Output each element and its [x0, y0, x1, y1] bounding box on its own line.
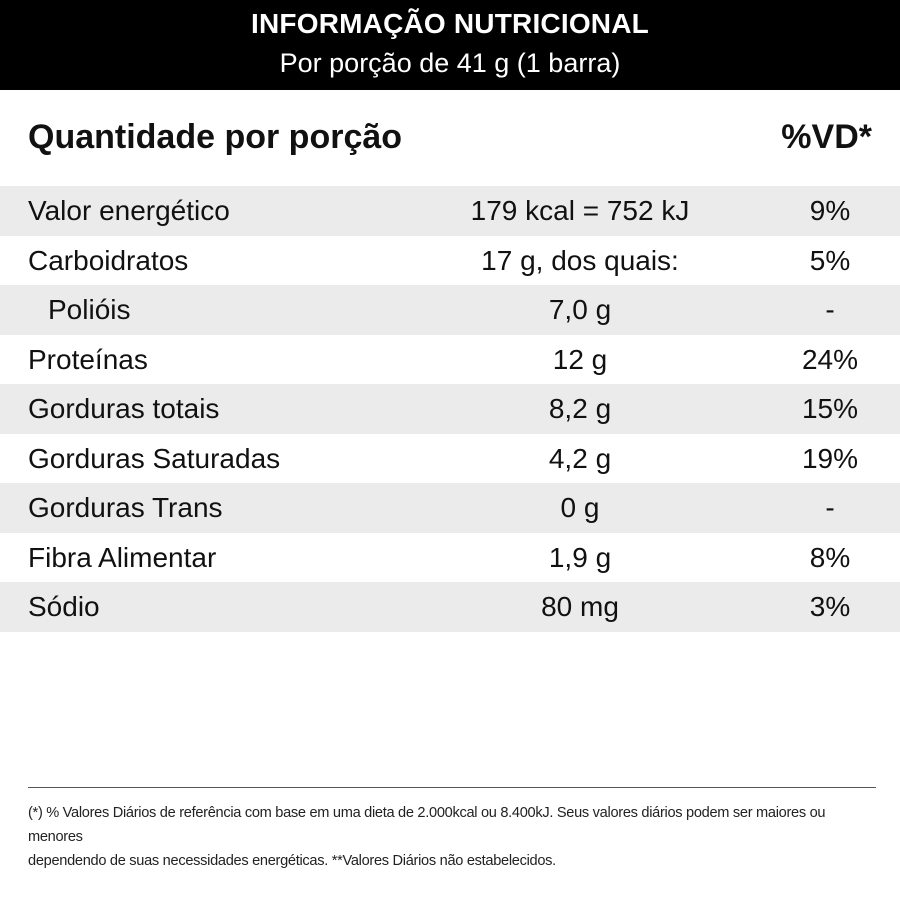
nutrient-name: Gorduras Trans	[28, 492, 223, 523]
footer-note-line-2: dependendo de suas necessidades energéti…	[28, 853, 556, 869]
nutrient-vd: -	[825, 294, 835, 325]
quantity-column-heading: Quantidade por porção	[28, 118, 403, 156]
header-title: INFORMAÇÃO NUTRICIONAL	[251, 8, 649, 39]
nutrient-quantity: 179 kcal = 752 kJ	[470, 195, 690, 226]
nutrient-name: Proteínas	[28, 343, 148, 375]
nutrient-name: Carboidratos	[28, 244, 189, 276]
nutrient-vd: -	[825, 492, 835, 523]
nutrition-header: INFORMAÇÃO NUTRICIONAL Por porção de 41 …	[0, 0, 900, 90]
nutrient-quantity: 17 g, dos quais:	[481, 244, 679, 276]
table-row: Gorduras Trans 0 g -	[0, 483, 900, 533]
footer-note-line-1: (*) % Valores Diários de referência com …	[28, 805, 826, 845]
nutrient-quantity: 7,0 g	[548, 294, 612, 325]
table-row: Sódio 80 mg 3%	[0, 582, 900, 632]
nutrient-vd: 9%	[809, 195, 851, 226]
nutrient-vd: 3%	[809, 591, 851, 622]
nutrient-vd: 15%	[801, 393, 859, 424]
nutrient-vd: 24%	[801, 343, 859, 375]
nutrient-quantity: 1,9 g	[548, 541, 612, 573]
table-row: Gorduras totais 8,2 g 15%	[0, 384, 900, 434]
nutrient-quantity: 8,2 g	[548, 393, 612, 424]
nutrient-name: Polióis	[48, 294, 131, 325]
nutrient-vd: 19%	[801, 442, 859, 474]
header-subtitle: Por porção de 41 g (1 barra)	[279, 48, 621, 78]
footer-note: (*) % Valores Diários de referência com …	[28, 801, 880, 873]
table-row: Polióis 7,0 g -	[0, 285, 900, 335]
nutrient-name: Valor energético	[28, 195, 230, 226]
nutrient-name: Gorduras totais	[28, 393, 220, 424]
nutrient-quantity: 0 g	[560, 492, 600, 523]
table-row: Proteínas 12 g 24%	[0, 335, 900, 385]
table-row: Gorduras Saturadas 4,2 g 19%	[0, 434, 900, 484]
nutrition-table: Valor energético 179 kcal = 752 kJ 9% Ca…	[0, 186, 900, 632]
vd-column-heading: %VD*	[781, 118, 872, 156]
table-row: Valor energético 179 kcal = 752 kJ 9%	[0, 186, 900, 236]
nutrient-name: Sódio	[28, 591, 100, 622]
nutrient-vd: 5%	[809, 244, 851, 276]
nutrient-quantity: 4,2 g	[548, 442, 612, 474]
nutrient-name: Fibra Alimentar	[28, 541, 217, 573]
nutrient-quantity: 12 g	[552, 343, 608, 375]
table-row: Fibra Alimentar 1,9 g 8%	[0, 533, 900, 583]
table-row: Carboidratos 17 g, dos quais: 5%	[0, 236, 900, 286]
footer-divider	[28, 787, 876, 788]
nutrient-name: Gorduras Saturadas	[28, 442, 281, 474]
nutrient-vd: 8%	[809, 541, 851, 573]
nutrient-quantity: 80 mg	[541, 591, 619, 622]
